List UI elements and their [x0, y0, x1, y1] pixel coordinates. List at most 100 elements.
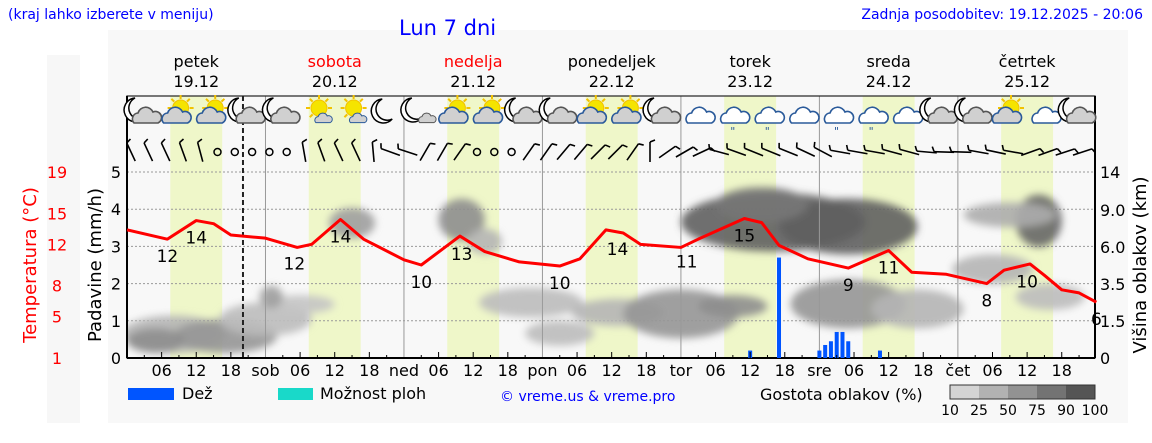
cloud-blob — [963, 202, 1056, 228]
wind-barb-shaft — [522, 143, 536, 161]
wind-barb-icon — [453, 143, 471, 161]
day-header: ponedeljek 22.12 — [542, 52, 682, 92]
wind-barb-flag — [197, 138, 203, 143]
wind-barb-icon — [301, 138, 308, 162]
day-header: nedelja 21.12 — [403, 52, 543, 92]
moon-cloud-icon — [538, 97, 578, 124]
cloud-shape — [754, 106, 786, 124]
x-tick-label: 06 — [844, 361, 864, 380]
drizzle-mark: " — [730, 125, 735, 138]
wind-barb-flag — [743, 142, 746, 149]
wind-barb-flag — [301, 138, 308, 143]
wind-barb-shaft — [813, 146, 833, 158]
wind-barb-icon — [160, 138, 171, 162]
wind-barb-icon — [419, 142, 436, 162]
x-tick-label: 12 — [463, 361, 483, 380]
wind-barb-flag — [447, 142, 453, 145]
drizzle-mark: " — [869, 125, 874, 138]
x-tick-label: 12 — [325, 361, 345, 380]
wind-barb-flag — [828, 144, 832, 151]
cloud-height-tick-label: 0 — [1100, 349, 1110, 368]
wind-barb-shaft — [830, 149, 851, 155]
wind-barb-flag — [622, 144, 628, 148]
cloud-blob — [259, 285, 283, 309]
precip-tick-label: 4 — [111, 200, 121, 219]
wind-barb-shaft — [934, 150, 955, 154]
wind-barb-shaft — [744, 147, 764, 157]
temperature-label: 13 — [451, 245, 473, 265]
wind-barb-shaft — [1072, 148, 1093, 156]
wind-barb-shaft — [1055, 148, 1075, 156]
page-title: Lun 7 dni — [399, 16, 497, 40]
cloud-shape — [512, 106, 543, 124]
wind-barb-icon — [881, 143, 903, 156]
cloud-shape — [611, 106, 642, 124]
wind-calm-icon — [490, 147, 499, 157]
temperature-label: 8 — [981, 292, 992, 312]
day-header: petek 19.12 — [126, 52, 266, 92]
wind-barb-icon — [196, 138, 204, 162]
wind-barb-icon — [658, 145, 681, 159]
drizzle-mark: " — [765, 125, 770, 138]
sun-cloud-icon — [576, 95, 609, 124]
wind-barb-shaft — [436, 142, 449, 162]
wind-barb-shaft — [196, 142, 204, 162]
density-tick-label: 10 — [941, 403, 959, 419]
cloud-shape — [719, 106, 751, 124]
precip-tick-label: 1 — [111, 312, 121, 331]
day-name: petek — [173, 52, 219, 71]
moon-cloud-icon — [123, 97, 163, 124]
wind-barb-icon — [828, 144, 851, 155]
cloud-height-tick-label: 6.0 — [1100, 238, 1125, 257]
wind-barb-flag — [984, 144, 988, 151]
temperature-label: 12 — [157, 247, 179, 267]
x-tick-label: 18 — [359, 361, 379, 380]
wind-barb-icon — [143, 138, 154, 162]
cloud-blob — [328, 207, 376, 239]
wind-barb-icon — [649, 139, 656, 162]
day-date: 21.12 — [450, 72, 497, 91]
x-day-label: ned — [389, 361, 419, 380]
cloud-blob — [525, 321, 595, 346]
cloud-shape — [789, 106, 820, 124]
wind-barb-icon — [350, 138, 361, 162]
wind-barb-flag — [534, 143, 541, 146]
wind-barb-icon — [898, 143, 920, 156]
temperature-label: 6 — [1091, 310, 1102, 330]
cloudy-drizzle-icon: " — [858, 106, 889, 138]
wind-barb-shaft — [607, 144, 624, 160]
cloud-blob — [265, 295, 335, 314]
density-tick-label: 90 — [1057, 403, 1075, 419]
wind-barb-shaft — [350, 142, 361, 162]
cloud-shape — [991, 106, 1023, 124]
density-tick-label: 50 — [999, 403, 1017, 419]
x-tick-label: 18 — [913, 361, 933, 380]
sun-ray — [1001, 98, 1006, 103]
cloud-shape — [472, 106, 504, 124]
wind-barb-flag — [317, 138, 323, 144]
wind-barb-flag — [143, 138, 149, 144]
day-date: 19.12 — [173, 72, 220, 91]
wind-barb-icon — [795, 142, 816, 157]
wind-barb-icon — [607, 144, 628, 160]
temperature-line — [126, 217, 1098, 304]
wind-barb-shaft — [692, 147, 712, 157]
copyright-link[interactable]: © vreme.us & vreme.pro — [500, 389, 675, 405]
temperature-tick-label: 19 — [47, 163, 67, 182]
rain-bar — [846, 341, 851, 358]
wind-barb-shaft — [380, 147, 401, 157]
sun-ray — [309, 113, 314, 118]
day-header: četrtek 25.12 — [957, 52, 1097, 92]
sun-ray — [343, 113, 348, 118]
wind-barb-shaft — [847, 149, 868, 155]
cloudy-drizzle-icon: " — [754, 106, 786, 138]
wind-barb-shaft — [371, 141, 375, 163]
wind-barb-shaft — [864, 149, 885, 155]
x-day-label: sob — [251, 361, 279, 380]
wind-barb-icon — [726, 143, 747, 157]
temperature-label: 15 — [734, 227, 756, 247]
wind-barb-flag — [465, 143, 471, 146]
cloud-blob — [438, 198, 485, 241]
location-hint[interactable]: (kraj lahko izberete v meniju) — [8, 7, 214, 23]
wind-calm-icon — [282, 147, 291, 157]
